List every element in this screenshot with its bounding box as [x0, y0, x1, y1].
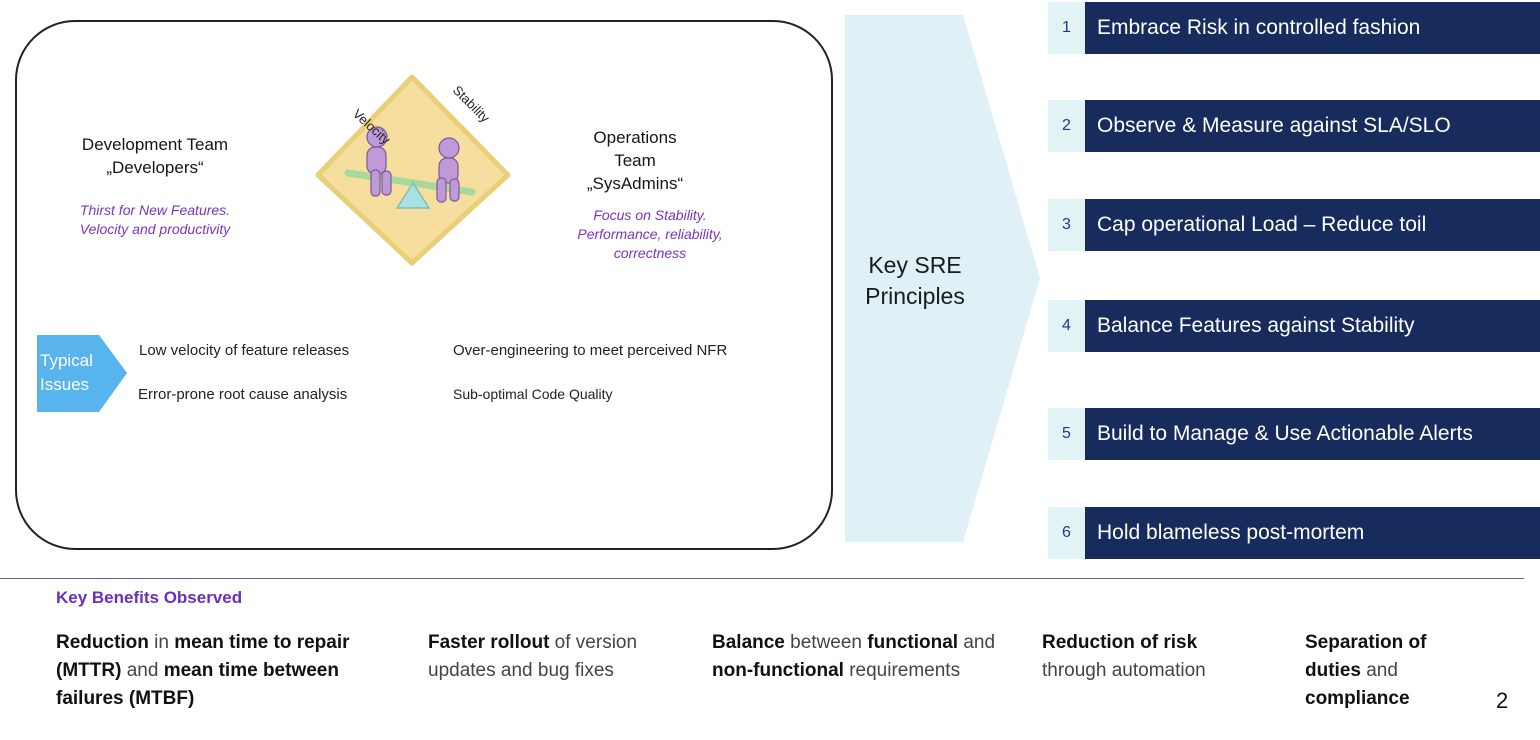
issue-item: Low velocity of feature releases — [139, 342, 349, 359]
principle-label: Build to Manage & Use Actionable Alerts — [1085, 408, 1540, 460]
issue-item: Sub-optimal Code Quality — [453, 386, 613, 402]
key-sre-line: Principles — [845, 281, 985, 312]
benefit-emph: non-functional — [712, 660, 844, 681]
benefit-emph: Balance — [712, 632, 785, 653]
benefit-risk: Reduction of risk through automation — [1042, 629, 1252, 685]
ops-team-title: Operations Team „SysAdmins“ — [535, 126, 735, 195]
dev-team-alias: „Developers“ — [40, 156, 270, 179]
issue-item: Error-prone root cause analysis — [138, 386, 347, 403]
typical-issues-label: Typical Issues — [40, 349, 110, 397]
ops-desc-line: Performance, reliability, — [545, 225, 755, 244]
principle-label: Balance Features against Stability — [1085, 300, 1540, 352]
typical-issues-label-line: Typical — [40, 349, 110, 373]
benefit-text: between — [785, 632, 867, 653]
principle-number: 5 — [1048, 408, 1085, 460]
ops-desc-line: Focus on Stability. — [545, 206, 755, 225]
principle-number: 6 — [1048, 507, 1085, 559]
principle-item: 3 Cap operational Load – Reduce toil — [1048, 199, 1540, 251]
key-sre-line: Key SRE — [845, 250, 985, 281]
principle-label: Cap operational Load – Reduce toil — [1085, 199, 1540, 251]
benefit-text: requirements — [844, 660, 960, 681]
page-number: 2 — [1496, 688, 1508, 714]
ops-team-name: Operations — [535, 126, 735, 149]
benefit-emph: compliance — [1305, 688, 1410, 709]
typical-issues-label-line: Issues — [40, 373, 110, 397]
principle-number: 1 — [1048, 2, 1085, 54]
benefit-emph: Reduction — [56, 632, 149, 653]
principle-item: 5 Build to Manage & Use Actionable Alert… — [1048, 408, 1540, 460]
benefit-emph: functional — [867, 632, 958, 653]
key-sre-principles-label: Key SRE Principles — [845, 250, 985, 312]
benefit-text: through automation — [1042, 660, 1206, 681]
benefit-text: and — [121, 660, 163, 681]
benefit-emph: Faster rollout — [428, 632, 549, 653]
benefit-balance: Balance between functional and non-funct… — [712, 629, 1002, 685]
issue-item: Over-engineering to meet perceived NFR — [453, 342, 727, 359]
section-divider — [0, 578, 1524, 579]
dev-team-name: Development Team — [40, 133, 270, 156]
dev-desc-line: Velocity and productivity — [40, 220, 270, 239]
ops-team-alias: „SysAdmins“ — [535, 172, 735, 195]
principle-item: 1 Embrace Risk in controlled fashion — [1048, 2, 1540, 54]
ops-team-description: Focus on Stability. Performance, reliabi… — [545, 206, 755, 263]
benefit-text: and — [1361, 660, 1398, 681]
ops-team-name: Team — [535, 149, 735, 172]
principle-item: 4 Balance Features against Stability — [1048, 300, 1540, 352]
principle-label: Embrace Risk in controlled fashion — [1085, 2, 1540, 54]
principle-number: 2 — [1048, 100, 1085, 152]
seesaw-illustration: Velocity Stability — [300, 65, 525, 275]
benefits-title: Key Benefits Observed — [56, 588, 242, 608]
dev-team-title: Development Team „Developers“ — [40, 133, 270, 179]
principle-label: Hold blameless post-mortem — [1085, 507, 1540, 559]
benefit-text: and — [958, 632, 995, 653]
principle-item: 6 Hold blameless post-mortem — [1048, 507, 1540, 559]
principle-label: Observe & Measure against SLA/SLO — [1085, 100, 1540, 152]
benefit-emph: Reduction of risk — [1042, 632, 1197, 653]
dev-team-description: Thirst for New Features. Velocity and pr… — [40, 201, 270, 239]
benefit-mttr: Reduction in mean time to repair (MTTR) … — [56, 629, 386, 713]
dev-desc-line: Thirst for New Features. — [40, 201, 270, 220]
principle-number: 4 — [1048, 300, 1085, 352]
benefit-text: in — [149, 632, 174, 653]
ops-desc-line: correctness — [545, 244, 755, 263]
principle-number: 3 — [1048, 199, 1085, 251]
benefit-compliance: Separation of duties and compliance — [1305, 629, 1475, 713]
principle-item: 2 Observe & Measure against SLA/SLO — [1048, 100, 1540, 152]
benefit-rollout: Faster rollout of version updates and bu… — [428, 629, 688, 685]
